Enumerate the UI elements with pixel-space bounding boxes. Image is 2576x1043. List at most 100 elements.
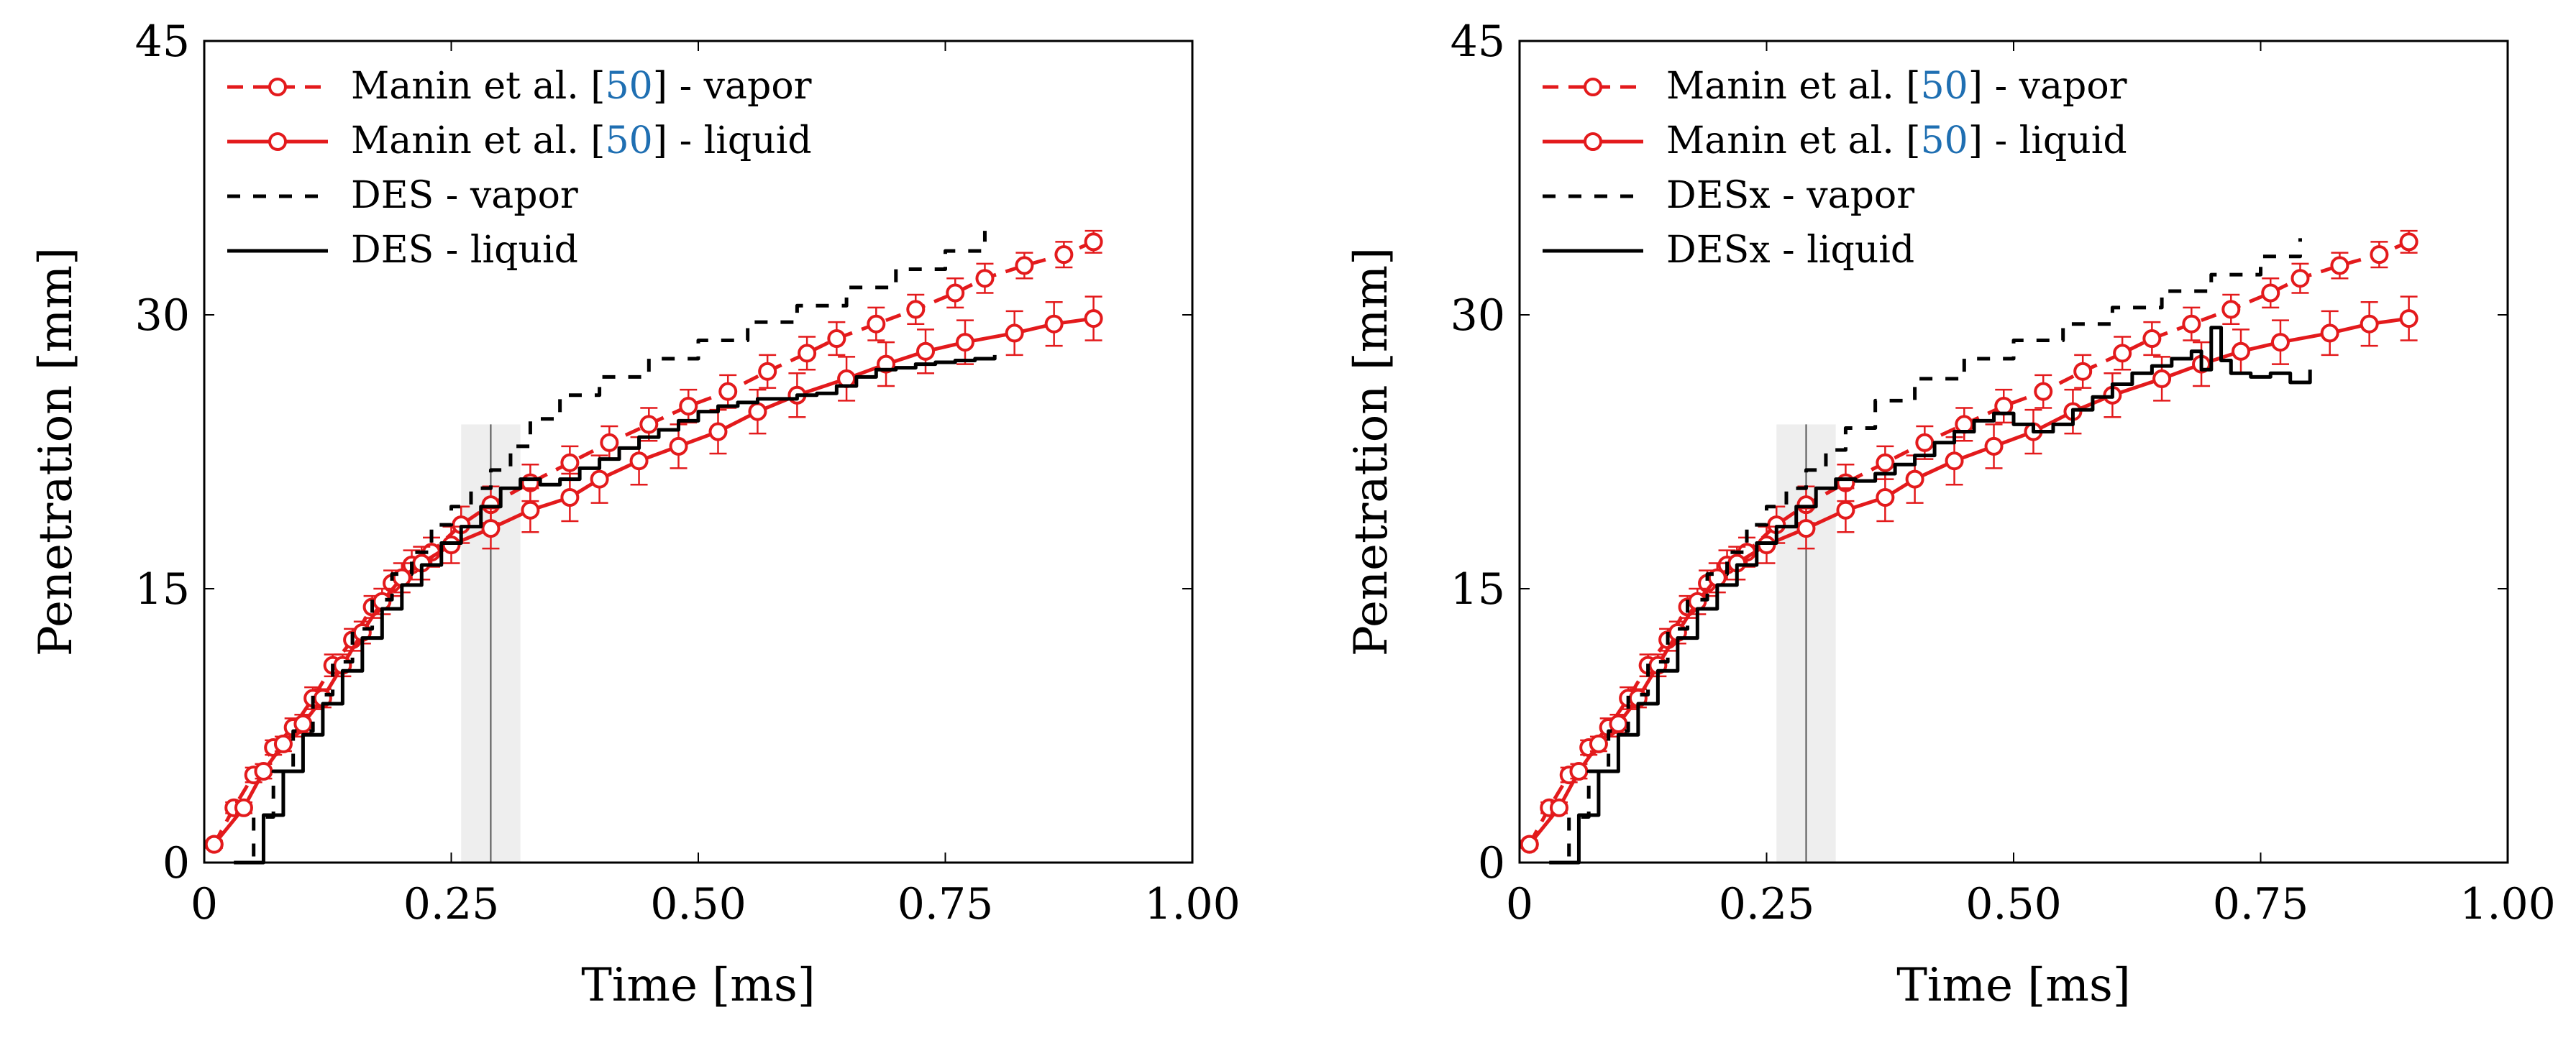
legend-entry-2: DESx - vapor <box>1666 174 1914 217</box>
data-point <box>1609 714 1628 733</box>
legend-entry-3: DESx - liquid <box>1666 229 1914 272</box>
data-point <box>2360 314 2379 334</box>
data-point <box>2152 369 2172 388</box>
legend-marker <box>1584 132 1602 151</box>
x-tick-label: 0.75 <box>898 879 994 929</box>
data-point <box>2182 314 2201 334</box>
x-axis-label: Time [ms] <box>1896 959 2131 1012</box>
data-point <box>1589 734 1608 753</box>
data-point <box>2370 245 2389 265</box>
data-point <box>2399 232 2419 252</box>
x-tick-label: 0 <box>1506 879 1533 929</box>
legend-marker <box>268 132 287 151</box>
data-point <box>2320 323 2339 343</box>
legend-entry-1: Manin et al. [50] - liquid <box>351 119 812 162</box>
data-point <box>2034 382 2053 401</box>
data-point <box>1044 314 1064 334</box>
series-1 <box>1520 295 2419 854</box>
x-tick-label: 1.00 <box>1144 879 1241 929</box>
x-axis-label: Time [ms] <box>581 959 816 1012</box>
data-point <box>669 436 688 456</box>
series-3 <box>243 354 997 865</box>
data-point <box>946 283 965 303</box>
data-point <box>1005 323 1024 343</box>
y-tick-label: 15 <box>135 564 190 615</box>
data-point <box>590 469 609 489</box>
series-1 <box>204 295 1103 854</box>
data-point <box>2113 344 2132 363</box>
series-line <box>234 231 987 865</box>
chart-panel-right: 0 0.25 0.50 0.75 1.00 0 15 30 45 Time [ms] Penetra… <box>1345 17 2556 1012</box>
x-tick-label: 0.75 <box>2213 879 2309 929</box>
data-point <box>1796 519 1816 538</box>
data-point <box>798 344 817 363</box>
legend: Manin et al. [50] - vapor Manin et al. [5… <box>227 65 812 272</box>
data-point <box>1520 835 1539 854</box>
x-tick-label: 1.00 <box>2459 879 2556 929</box>
data-point <box>1905 469 1924 489</box>
legend-entry-0: Manin et al. [50] - vapor <box>1666 65 2127 108</box>
data-point <box>2142 329 2162 349</box>
data-point <box>748 402 767 421</box>
data-point <box>2330 256 2349 275</box>
data-point <box>2399 309 2419 328</box>
data-point <box>2261 283 2280 303</box>
data-point <box>827 329 846 349</box>
data-point <box>254 762 273 781</box>
x-tick-label: 0 <box>191 879 218 929</box>
data-point <box>1876 453 1895 472</box>
legend-entry-1: Manin et al. [50] - liquid <box>1666 119 2127 162</box>
legend-marker <box>268 78 287 96</box>
series-line <box>1558 326 2312 865</box>
data-point <box>679 397 698 415</box>
series-3 <box>1558 326 2312 865</box>
data-point <box>1984 436 2004 456</box>
data-point <box>560 488 580 507</box>
data-point <box>906 300 926 319</box>
data-point <box>1569 762 1589 781</box>
plot-frame <box>1518 40 2509 864</box>
y-tick-label: 45 <box>1451 17 1505 67</box>
y-tick-label: 15 <box>1451 564 1505 615</box>
data-point <box>718 382 738 401</box>
x-tick-label: 0.25 <box>403 879 500 929</box>
y-tick-label: 30 <box>1451 290 1505 341</box>
data-point <box>1915 433 1935 452</box>
data-point <box>2290 269 2310 288</box>
data-point <box>2221 300 2241 319</box>
y-axis-label: Penetration [mm] <box>29 247 83 656</box>
data-point <box>916 341 936 361</box>
data-point <box>442 536 461 555</box>
data-point <box>1084 232 1103 252</box>
data-point <box>629 451 649 471</box>
data-point <box>2073 362 2093 381</box>
x-tick-label: 0.50 <box>650 879 746 929</box>
data-point <box>1945 451 1964 471</box>
y-tick-label: 0 <box>1478 838 1505 888</box>
x-tick-label: 0.25 <box>1719 879 1815 929</box>
data-point <box>1836 500 1855 520</box>
y-tick-label: 0 <box>163 838 190 888</box>
legend-entry-2: DES - vapor <box>351 174 578 217</box>
data-point <box>867 314 886 334</box>
series-line <box>1527 316 2409 846</box>
chart-panel-left: 0 0.25 0.50 0.75 1.00 0 15 30 45 Time [ms] Penetra… <box>29 17 1241 1012</box>
series-line <box>243 354 997 865</box>
data-point <box>1054 245 1074 265</box>
data-point <box>234 798 253 817</box>
legend-marker <box>1584 78 1602 96</box>
series-line <box>212 316 1094 846</box>
data-point <box>560 453 580 472</box>
series-line <box>1549 238 2302 865</box>
y-tick-label: 30 <box>135 290 190 341</box>
data-point <box>1015 256 1034 275</box>
series-line <box>212 240 1095 845</box>
legend-entry-3: DES - liquid <box>351 229 578 272</box>
plot-frame <box>203 40 1194 864</box>
x-tick-label: 0.50 <box>1965 879 2062 929</box>
data-point <box>1549 798 1568 817</box>
series-0 <box>1520 229 2419 854</box>
data-point <box>1876 488 1895 507</box>
y-axis-label: Penetration [mm] <box>1345 247 1398 656</box>
